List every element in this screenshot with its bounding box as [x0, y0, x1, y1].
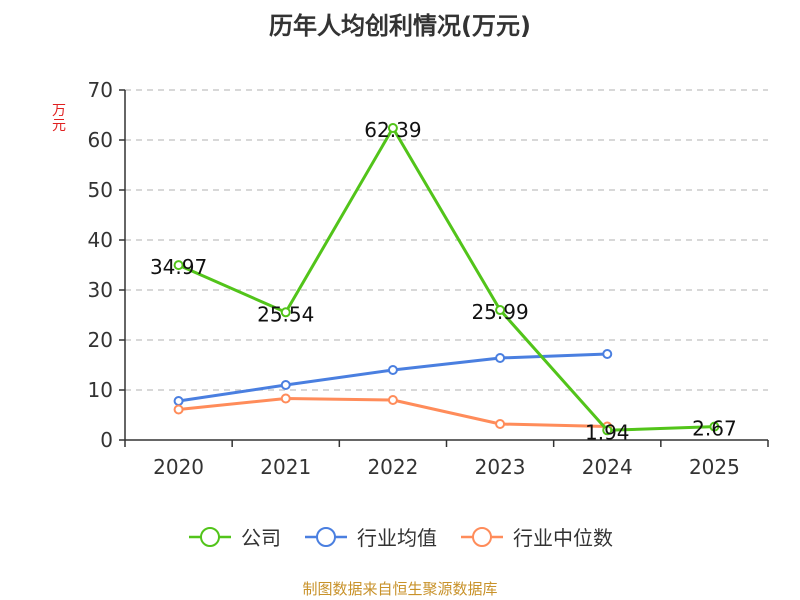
y-axis-unit: 万元 [52, 103, 66, 134]
legend: 公司 行业均值 行业中位数 [0, 522, 800, 551]
data-label: 34.97 [150, 255, 207, 279]
series-lines [173, 123, 720, 436]
y-tick-label: 40 [88, 228, 113, 252]
series-line-1 [178, 352, 608, 403]
legend-swatch-marker [316, 526, 336, 547]
y-tick-label: 70 [88, 78, 113, 102]
data-point [280, 393, 291, 404]
source-note: 制图数据来自恒生聚源数据库 [302, 580, 498, 598]
data-point [173, 404, 184, 415]
y-tick-label: 10 [88, 378, 113, 402]
y-tick-label: 20 [88, 328, 113, 352]
chart-title: 历年人均创利情况(万元) [269, 12, 531, 40]
data-label: 62.39 [364, 118, 421, 142]
data-point [602, 349, 613, 359]
data-label: 1.94 [585, 420, 630, 444]
grid-lines [125, 89, 768, 391]
data-point [280, 380, 291, 390]
y-tick-label: 0 [100, 428, 113, 452]
data-label: 2.67 [692, 417, 737, 441]
legend-label: 行业中位数 [513, 526, 613, 550]
data-point [173, 396, 184, 406]
axes: 0 10 20 30 40 50 60 70 2020 2021 2022 2023 2024 2025 [88, 78, 769, 479]
data-label: 25.54 [257, 302, 314, 326]
data-point [173, 260, 184, 271]
data-labels: 34.97 25.54 62.39 25.99 1.94 2.67 [150, 118, 737, 444]
legend-swatch-icon [305, 526, 347, 547]
legend-item-0[interactable]: 公司 [187, 522, 281, 551]
series-line-0 [177, 126, 715, 432]
data-point [709, 421, 720, 432]
data-point [387, 395, 398, 405]
legend-item-2[interactable]: 行业中位数 [459, 522, 613, 551]
y-tick-label: 50 [88, 178, 113, 202]
x-tick-label: 2023 [475, 455, 526, 479]
x-tick-label: 2020 [153, 455, 204, 479]
data-point [602, 425, 613, 436]
data-point [280, 307, 291, 318]
legend-swatch-marker [472, 526, 492, 547]
x-tick-label: 2025 [689, 455, 740, 479]
legend-swatch-icon [461, 526, 503, 547]
data-point [387, 123, 398, 134]
legend-label: 公司 [241, 526, 281, 550]
x-tick-label: 2021 [260, 455, 311, 479]
data-point [495, 305, 506, 316]
legend-swatch-marker [200, 526, 220, 547]
legend-label: 行业均值 [357, 526, 437, 550]
y-tick-label: 60 [88, 128, 113, 152]
data-label: 25.99 [471, 300, 528, 324]
data-point [495, 353, 506, 363]
legend-item-1[interactable]: 行业均值 [303, 522, 437, 551]
legend-swatch-icon [189, 526, 231, 547]
data-point [495, 419, 506, 429]
y-tick-label: 30 [88, 278, 113, 302]
x-tick-label: 2024 [582, 455, 633, 479]
x-tick-label: 2022 [367, 455, 418, 479]
data-point [387, 365, 398, 375]
